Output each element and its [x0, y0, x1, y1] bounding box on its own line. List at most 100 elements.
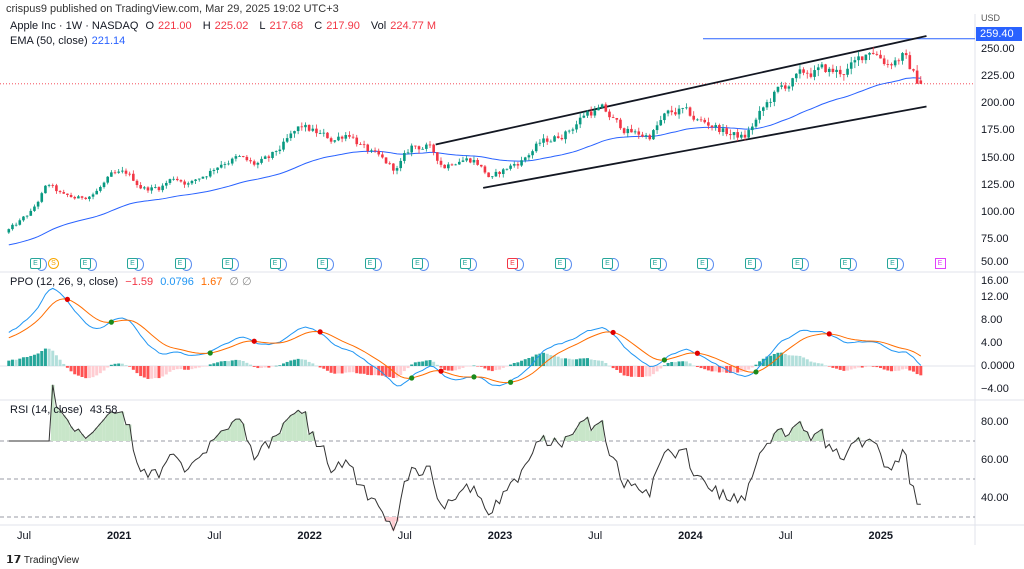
ppo-histogram-bar — [318, 366, 322, 368]
candle-body — [208, 170, 212, 177]
ema-legend[interactable]: EMA (50, close) 221.14 — [10, 35, 129, 47]
candle-body — [62, 192, 66, 194]
rsi-line — [8, 384, 921, 532]
earnings-marker-icon[interactable]: E — [792, 257, 809, 271]
ppo-histogram-bar — [197, 366, 201, 368]
ppo-histogram-bar — [875, 366, 879, 368]
candle-body — [743, 134, 747, 138]
earnings-marker-icon[interactable]: E — [174, 257, 192, 271]
ppo-histogram-bar — [355, 366, 359, 374]
candle-body — [355, 137, 359, 145]
candle-body — [91, 194, 95, 197]
earnings-marker-icon[interactable]: E — [269, 257, 287, 271]
earnings-marker-icon[interactable]: E — [934, 258, 946, 269]
earnings-marker-icon[interactable]: E — [554, 257, 572, 271]
earnings-marker-icon[interactable]: E — [364, 257, 382, 271]
candle-body — [362, 144, 366, 146]
ppo-tick: 12.00 — [981, 291, 1009, 303]
candle-body — [586, 111, 589, 116]
candle-body — [553, 136, 556, 142]
candle-body — [479, 164, 483, 167]
earnings-marker-icon[interactable]: E — [602, 257, 619, 271]
ppo-histogram-bar — [413, 362, 417, 366]
ppo-histogram-bar — [889, 366, 893, 372]
candle-body — [919, 80, 923, 84]
split-marker-icon[interactable]: S — [48, 258, 59, 269]
candle-body — [194, 179, 197, 181]
price-tick: 100.00 — [981, 205, 1015, 218]
candle-body — [436, 152, 439, 161]
candle-body — [644, 135, 648, 137]
ppo-histogram-bar — [516, 362, 520, 366]
candle-body — [223, 164, 227, 165]
candle-body — [864, 54, 868, 61]
candle-body — [816, 67, 820, 71]
bullish-cross-dot — [207, 350, 213, 356]
candle-body — [696, 119, 699, 121]
high-label: H — [202, 20, 211, 32]
candle-body — [421, 148, 424, 150]
ppo-histogram-bar — [904, 366, 908, 369]
rsi-legend[interactable]: RSI (14, close) 43.58 — [10, 404, 121, 416]
tradingview-logo[interactable]: 𝟭𝟳 TradingView — [6, 553, 79, 566]
ppo-histogram-bar — [787, 355, 791, 366]
candle-body — [487, 172, 490, 178]
ppo-histogram-bar — [43, 348, 47, 366]
candle-body — [377, 150, 381, 155]
ppo-histogram-bar — [900, 366, 904, 370]
candle-body — [388, 163, 392, 165]
ppo-histogram-bar — [263, 366, 267, 368]
ppo-histogram-bar — [585, 358, 589, 366]
earnings-marker-icon[interactable]: E — [30, 257, 47, 271]
bearish-cross-dot — [694, 350, 700, 356]
earnings-marker-icon[interactable]: E — [412, 257, 429, 271]
ppo-histogram-bar — [201, 366, 205, 367]
ppo-histogram-bar — [183, 366, 187, 370]
candle-body — [776, 86, 780, 92]
ppo-histogram-bar — [827, 366, 831, 367]
earnings-marker-icon[interactable]: E — [127, 257, 144, 271]
candle-body — [406, 152, 410, 154]
ppo-histogram-bar — [113, 363, 117, 366]
low-label: L — [259, 20, 266, 32]
earnings-marker-icon[interactable]: E — [459, 257, 477, 271]
earnings-marker-icon[interactable]: E — [697, 257, 714, 271]
candle-body — [582, 115, 586, 118]
candle-body — [132, 173, 135, 181]
time-tick: 2025 — [868, 530, 894, 542]
earnings-marker-icon[interactable]: E — [507, 257, 524, 271]
earnings-marker-icon[interactable]: E — [839, 257, 857, 271]
earnings-marker-icon[interactable]: E — [222, 257, 239, 271]
ppo-histogram-bar — [124, 365, 128, 366]
candle-body — [890, 64, 893, 66]
earnings-marker-icon[interactable]: E — [79, 257, 97, 271]
ppo-histogram-bar — [399, 366, 403, 375]
candle-body — [769, 101, 772, 103]
ppo-histogram-bar — [556, 356, 560, 366]
candle-body — [311, 128, 315, 131]
candle-body — [772, 91, 776, 102]
ppo-histogram-bar — [432, 361, 436, 366]
ema-label: EMA (50, close) — [10, 35, 88, 47]
candle-body — [857, 56, 860, 61]
candle-body — [267, 156, 271, 158]
ppo-histogram-bar — [40, 351, 44, 366]
candle-body — [736, 132, 739, 138]
candle-body — [681, 107, 685, 109]
symbol-label[interactable]: Apple Inc · 1W · NASDAQ — [10, 20, 139, 32]
ppo-histogram-bar — [435, 364, 439, 366]
earnings-marker-icon[interactable]: E — [317, 257, 334, 271]
earnings-marker-icon[interactable]: E — [649, 257, 667, 271]
ppo-histogram-bar — [637, 366, 641, 377]
ppo-legend[interactable]: PPO (12, 26, 9, close) −1.59 0.0796 1.67… — [10, 275, 256, 288]
earnings-marker-icon[interactable]: E — [887, 257, 904, 271]
earnings-marker-icon[interactable]: E — [744, 257, 762, 271]
ppo-histogram-bar — [212, 363, 216, 366]
ppo-histogram-bar — [58, 359, 62, 366]
ppo-histogram-bar — [205, 366, 209, 367]
candle-body — [381, 154, 384, 158]
candle-body — [249, 160, 252, 162]
ppo-histogram-bar — [666, 362, 670, 366]
price-tick: 175.00 — [981, 124, 1015, 137]
